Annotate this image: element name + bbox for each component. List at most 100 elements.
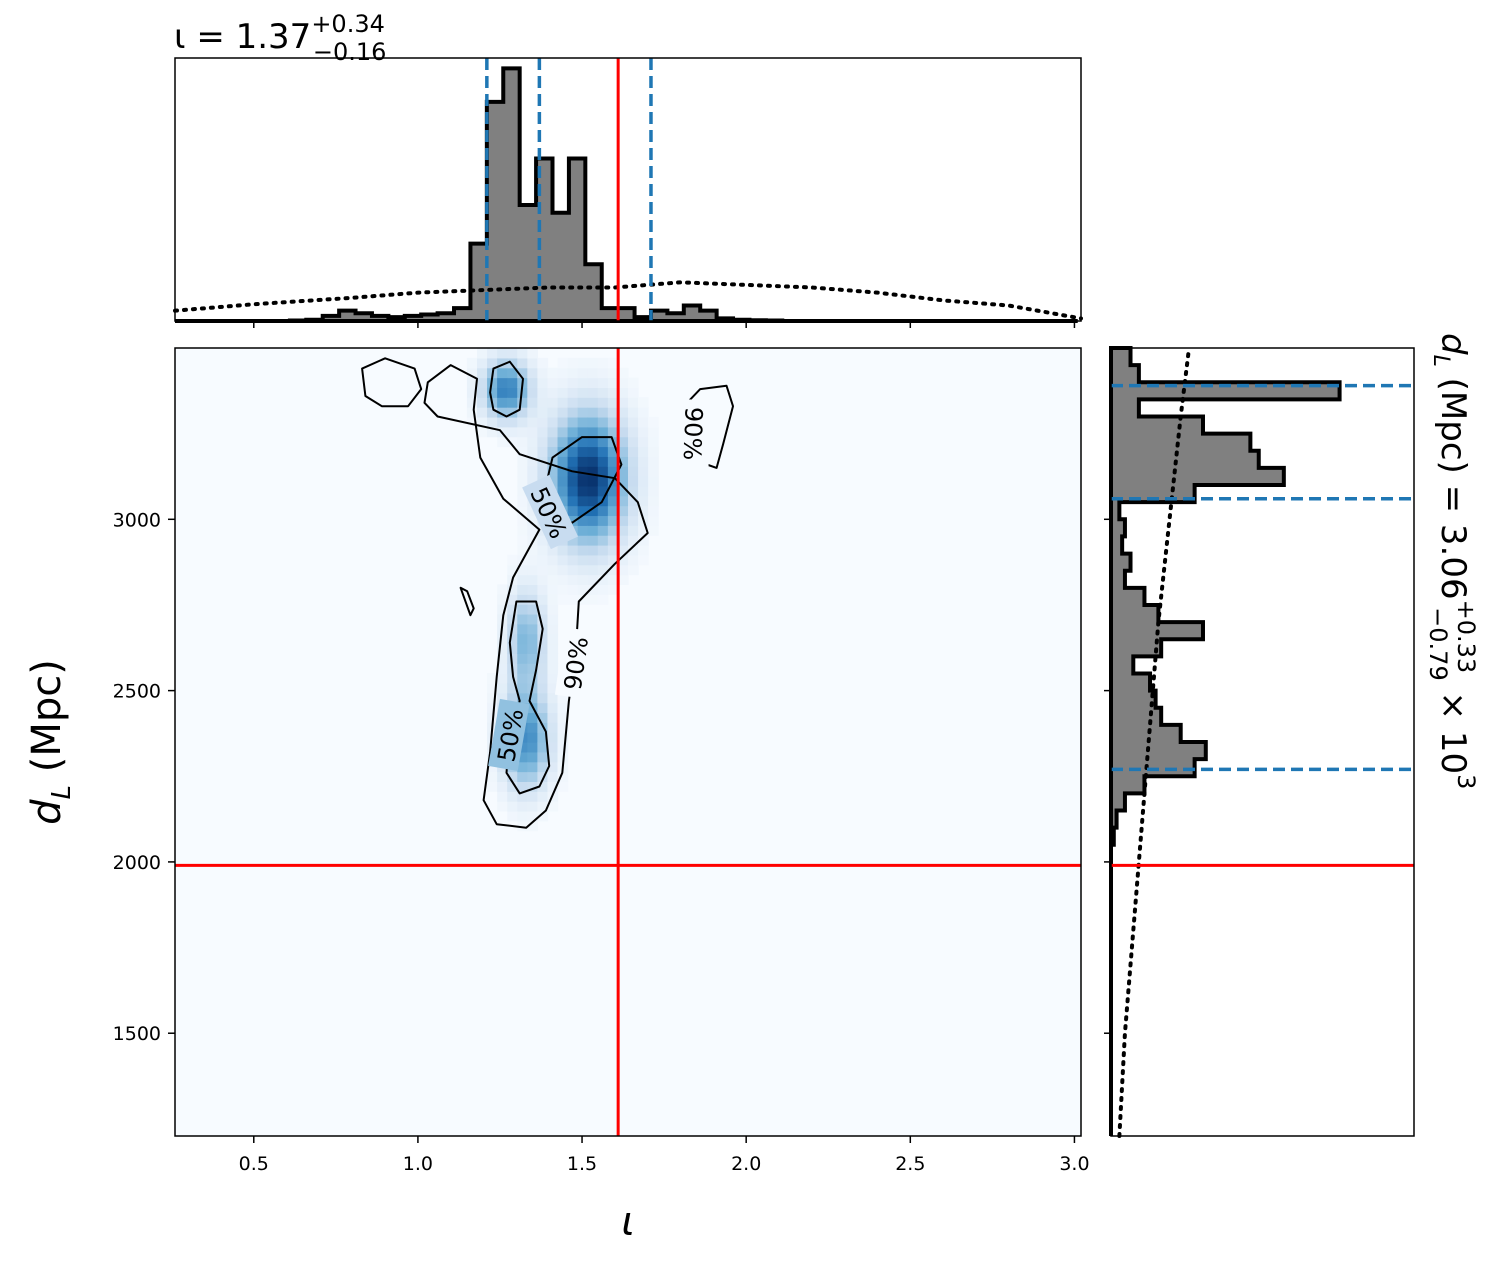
density-cell [497, 682, 508, 694]
density-cell [557, 781, 569, 792]
density-cell [597, 466, 609, 477]
density-cell [527, 348, 538, 359]
density-cell [507, 771, 518, 782]
density-cell [587, 446, 599, 457]
density-cell [617, 545, 629, 556]
density-cell [648, 485, 659, 497]
density-cell [497, 781, 508, 792]
density-cell [527, 476, 538, 487]
density-cell [537, 781, 549, 792]
density-cell [597, 426, 609, 438]
density-cell [507, 387, 518, 398]
density-cell [537, 367, 549, 379]
density-cell [517, 820, 528, 832]
density-cell [577, 574, 589, 585]
density-cell [557, 407, 569, 418]
density-cell [587, 545, 599, 556]
density-cell [527, 604, 538, 615]
density-cell [557, 545, 569, 556]
density-cell [587, 377, 599, 388]
density-cell [497, 436, 508, 448]
density-cell [547, 663, 559, 674]
density-cell [547, 554, 559, 566]
density-cell [587, 495, 599, 507]
density-cell [587, 584, 599, 595]
density-cell [517, 643, 528, 654]
density-cell [577, 456, 589, 467]
density-cell [487, 673, 498, 684]
density-cell [537, 673, 549, 684]
joint-panel: 50%50%90%90% 0.5 1.0 1.5 2.0 2.5 3.0 1500 2000… [24, 347, 1090, 1245]
density-cell [567, 416, 579, 428]
density-cell [628, 426, 639, 438]
density-cell [507, 682, 518, 694]
density-cell [617, 564, 629, 576]
density-cell [527, 416, 538, 428]
density-cell [628, 554, 639, 566]
density-cell [638, 485, 649, 497]
density-cell [527, 781, 538, 792]
density-cell [527, 357, 538, 369]
density-cell [517, 623, 528, 635]
density-cell [527, 623, 538, 635]
contour-label-bg [678, 399, 711, 469]
density-cell [517, 633, 528, 645]
density-cell [557, 456, 569, 467]
density-cell [607, 564, 619, 576]
top-marginal-title: ι = 1.37+0.34 −0.16 [174, 10, 386, 66]
density-cell [497, 584, 508, 595]
density-cell [617, 554, 629, 566]
density-cell [597, 357, 609, 369]
density-cell [638, 525, 649, 536]
density-cell [547, 742, 559, 753]
density-cell [577, 525, 589, 536]
y-axis-label-main: d [24, 799, 70, 825]
density-cell [567, 476, 579, 487]
density-cell [537, 663, 549, 674]
density-cell [537, 732, 549, 743]
density-cell [587, 535, 599, 546]
density-cell [517, 761, 528, 773]
density-cell [557, 692, 569, 704]
density-cell [527, 367, 538, 379]
density-cell [537, 535, 549, 546]
joint-x-tick-label: 1.5 [567, 1153, 597, 1175]
density-cell [587, 574, 599, 585]
density-cell [567, 545, 579, 556]
density-cell [527, 771, 538, 782]
density-cell [607, 387, 619, 398]
density-cell [547, 702, 559, 714]
density-cell [628, 564, 639, 576]
density-cell [507, 594, 518, 605]
density-cell [537, 594, 549, 605]
density-cell [638, 436, 649, 448]
density-cell [466, 416, 478, 428]
density-cell [577, 545, 589, 556]
density-cell [557, 732, 569, 743]
density-cell [497, 643, 508, 654]
density-cell [617, 407, 629, 418]
density-cell [517, 771, 528, 782]
density-cell [547, 781, 559, 792]
density-cell [487, 348, 498, 359]
density-cell [597, 436, 609, 448]
density-cell [638, 505, 649, 517]
density-cell [577, 535, 589, 546]
top-prior-curve [173, 280, 1083, 321]
density-cell [537, 446, 549, 457]
density-cell [487, 771, 498, 782]
density-cell [638, 466, 649, 477]
density-cell [577, 377, 589, 388]
density-cell [567, 535, 579, 546]
density-cell [537, 397, 549, 408]
density-cell [497, 407, 508, 418]
density-cell [487, 407, 498, 418]
right-marginal-y-ticks [1104, 518, 1111, 1034]
density-cell [577, 564, 589, 576]
density-cell [517, 545, 528, 556]
density-cell [507, 801, 518, 812]
top-marginal-x-ticks [253, 321, 1076, 328]
density-cell [577, 584, 589, 595]
density-cell [466, 407, 478, 418]
density-cell [537, 407, 549, 418]
